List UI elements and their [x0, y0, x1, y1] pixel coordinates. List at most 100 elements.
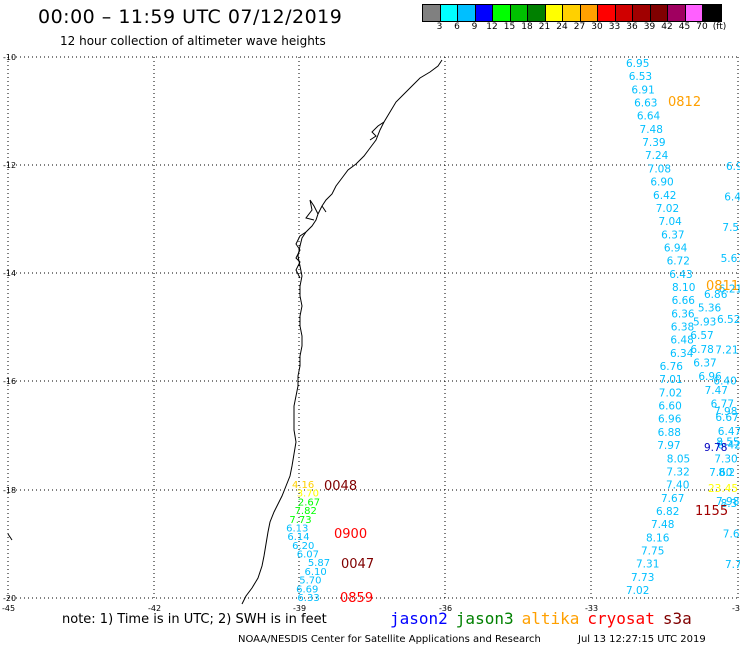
- coastline-bay-detail: [295, 121, 385, 279]
- wave-height-value: 7.5: [722, 222, 739, 234]
- lat-tick-label: -16: [3, 377, 16, 386]
- pass-time-label: 0811: [706, 279, 739, 294]
- wave-height-value: 7.47: [705, 385, 728, 397]
- wave-height-value: 8.05: [667, 453, 690, 465]
- pass-time-label: 1155: [695, 504, 728, 519]
- colorbar-swatch: [475, 5, 493, 21]
- wave-height-value: 6.67: [715, 412, 738, 424]
- wave-height-value: 6.63: [634, 98, 657, 110]
- lon-tick-label: -42: [148, 604, 161, 613]
- wave-height-value: 7.02: [656, 203, 679, 215]
- footer-credit: NOAA/NESDIS Center for Satellite Applica…: [238, 634, 541, 645]
- colorbar-swatch: [580, 5, 598, 21]
- wave-height-value: 6.90: [650, 177, 673, 189]
- wave-height-value: 4.16: [292, 480, 314, 491]
- wave-height-value: 7.60: [709, 467, 732, 479]
- wave-height-value: 6.33: [297, 593, 319, 604]
- wave-height-value: 6.86: [704, 289, 728, 301]
- legend-cryosat: cryosat: [587, 609, 655, 628]
- wave-height-value: 7.32: [666, 466, 689, 478]
- coastline: [241, 59, 443, 605]
- wave-height-value: 7.6: [723, 528, 740, 540]
- colorbar-swatch: [528, 5, 546, 21]
- wave-height-value: 6.37: [693, 357, 716, 369]
- pass-time-label: 0047: [341, 557, 374, 572]
- colorbar-swatch: [510, 5, 528, 21]
- colorbar-swatch: [598, 5, 616, 21]
- wave-height-value: 6.96: [698, 371, 722, 383]
- colorbar-label: 70: [696, 22, 708, 32]
- lat-tick-label: -12: [3, 161, 16, 170]
- wave-height-value: 7.73: [289, 515, 311, 526]
- colorbar-label: 18: [521, 22, 533, 32]
- wave-height-value: 6.20: [292, 541, 314, 552]
- wave-height-value: 6.21: [719, 283, 740, 295]
- colorbar-swatch: [563, 5, 581, 21]
- wave-height-value: 7.39: [642, 137, 665, 149]
- wave-height-value: 6.9: [726, 161, 740, 173]
- wave-height-value: 5.93: [693, 316, 716, 328]
- wave-height-value: 6.64: [637, 111, 661, 123]
- wave-height-value: 6.36: [671, 308, 695, 320]
- wave-height-colorbar: [422, 4, 722, 22]
- wave-height-value: 7.02: [659, 387, 682, 399]
- wave-height-value: 6.78: [690, 344, 713, 356]
- wave-height-value: 7.97: [657, 440, 680, 452]
- colorbar-swatch: [703, 5, 721, 21]
- lon-tick-label: -39: [293, 604, 306, 613]
- wave-height-value: 6.47: [718, 426, 740, 438]
- wave-height-value: 6.38: [671, 322, 694, 334]
- wave-height-value: 7.40: [666, 480, 689, 492]
- colorbar-swatch: [440, 5, 458, 21]
- coastline-point-marker: [7, 533, 13, 541]
- wave-height-value: 8.16: [646, 532, 670, 544]
- wave-height-value: 7.48: [640, 124, 663, 136]
- wave-height-value: 3.70: [297, 489, 319, 500]
- lon-tick-label: -33: [585, 604, 598, 613]
- wave-height-value: 7.98: [714, 406, 737, 418]
- colorbar-swatch: [668, 5, 686, 21]
- footer-timestamp: Jul 13 12:27:15 UTC 2019: [578, 634, 706, 645]
- colorbar-label: 3: [436, 22, 443, 32]
- map-grid: [7, 56, 739, 599]
- lat-tick-label: -20: [3, 594, 16, 603]
- pass-time-label: 0048: [324, 479, 357, 494]
- wave-height-value: 7.7: [725, 559, 740, 571]
- wave-height-value: 6.43: [669, 269, 692, 281]
- wave-height-value: 5.70: [299, 576, 321, 587]
- wave-height-value: 7.82: [295, 506, 317, 517]
- wave-height-value: 7.75: [641, 545, 664, 557]
- legend-altika: altika: [521, 609, 580, 628]
- wave-height-value: 2.67: [298, 497, 320, 508]
- wave-height-values: 6.956.536.916.636.647.487.397.247.086.90…: [286, 58, 740, 606]
- wave-height-value: 8.2: [718, 467, 735, 479]
- colorbar-swatch: [545, 5, 563, 21]
- wave-height-value: 6.91: [631, 84, 654, 96]
- map-title: 00:00 – 11:59 UTC 07/12/2019: [38, 6, 343, 28]
- colorbar-label: 27: [573, 22, 586, 32]
- wave-height-value: 8.55: [716, 437, 739, 449]
- colorbar-label: 12: [486, 22, 498, 32]
- wave-height-value: 7.04: [658, 216, 682, 228]
- wave-height-value: 6.57: [690, 330, 713, 342]
- colorbar-swatch: [650, 5, 668, 21]
- colorbar-label: 30: [591, 22, 603, 32]
- lon-tick-label: -36: [439, 604, 452, 613]
- wave-height-value: 6.40: [713, 375, 736, 387]
- wave-height-value: 7.73: [631, 572, 654, 584]
- colorbar-label: (ft): [712, 22, 727, 32]
- wave-height-value: 6.07: [297, 550, 319, 561]
- wave-height-value: 6.95: [626, 58, 649, 70]
- wave-height-value: 6.53: [629, 71, 652, 83]
- axis-labels: -10 -12 -14 -16 -18 -20-45 -42 -39 -36 -33 -30: [2, 53, 740, 613]
- wave-height-value: 9.78: [704, 442, 727, 454]
- lat-tick-label: -18: [3, 486, 16, 495]
- wave-height-value: 6.4: [724, 192, 740, 204]
- wave-height-value: 7.31: [636, 559, 659, 571]
- colorbar-label: 15: [503, 22, 516, 32]
- pass-time-label: 0859: [340, 591, 373, 606]
- wave-height-value: 6.10: [304, 567, 326, 578]
- wave-height-value: 6.48: [670, 335, 693, 347]
- wave-height-value: 6.42: [717, 440, 740, 452]
